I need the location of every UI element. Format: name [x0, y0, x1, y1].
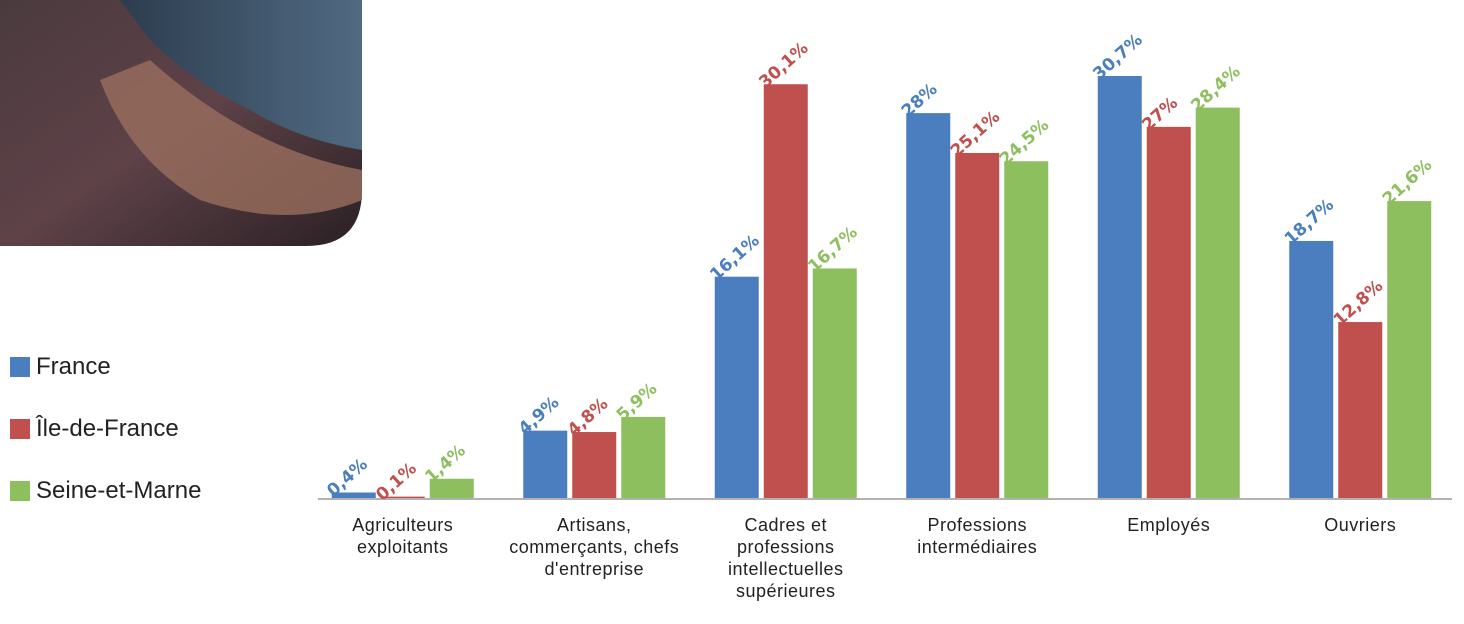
bar: [1387, 201, 1432, 498]
bar: [523, 430, 568, 498]
legend-item: Île-de-France: [10, 415, 179, 443]
bar: [1195, 107, 1240, 499]
legend-swatch: [10, 419, 30, 439]
legend-label: France: [36, 353, 111, 380]
x-tick-label: Professions intermédiaires: [917, 515, 1038, 557]
bar: [1289, 240, 1334, 498]
legend-label: Seine-et-Marne: [36, 477, 202, 504]
legend-swatch: [10, 481, 30, 501]
legend-item: France: [10, 353, 111, 381]
x-tick-label: Agriculteurs exploitants: [352, 515, 454, 557]
bar: [714, 276, 759, 498]
bar: [955, 152, 1000, 498]
x-tick-label: Cadres et professions intellectuelles su…: [727, 515, 844, 601]
bar: [429, 478, 474, 498]
bar: [1338, 322, 1383, 498]
photo-sleeve: [120, 0, 362, 150]
bar: [906, 113, 951, 498]
photo-arm: [100, 60, 362, 215]
bar: [572, 432, 617, 498]
bar: [1146, 126, 1191, 499]
bar: [812, 268, 857, 498]
data-label: 0,1%: [372, 459, 420, 505]
x-tick-label: Artisans, commerçants, chefs d'entrepris…: [509, 515, 680, 579]
bar: [380, 496, 425, 498]
legend-item: Seine-et-Marne: [10, 477, 201, 505]
bar: [1097, 76, 1142, 498]
legend-label: Île-de-France: [36, 415, 179, 442]
x-tick-label: Ouvriers: [1324, 515, 1397, 535]
bar: [763, 84, 808, 498]
x-tick-label: Employés: [1127, 515, 1211, 535]
legend-swatch: [10, 357, 30, 377]
bar: [621, 416, 666, 498]
bar: [1004, 161, 1049, 498]
bar: [331, 492, 376, 498]
